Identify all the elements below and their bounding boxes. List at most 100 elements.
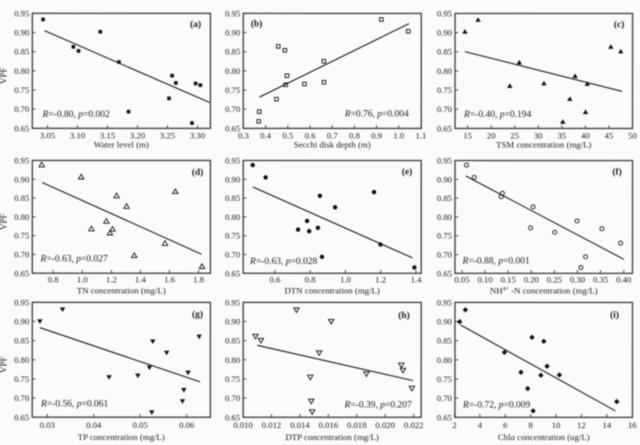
svg-text:Chla concentration (ug/L): Chla concentration (ug/L)	[498, 432, 590, 442]
svg-text:0.80: 0.80	[225, 212, 241, 222]
svg-text:0.95: 0.95	[225, 297, 240, 307]
svg-text:3.30: 3.30	[190, 130, 206, 140]
svg-text:0.016: 0.016	[319, 420, 339, 430]
svg-text:0.65: 0.65	[14, 268, 29, 278]
svg-text:8: 8	[528, 420, 533, 430]
svg-text:0.014: 0.014	[290, 420, 310, 430]
svg-text:R=-0.56, p=0.061: R=-0.56, p=0.061	[40, 399, 108, 409]
svg-text:0.65: 0.65	[14, 412, 29, 422]
svg-text:12: 12	[577, 420, 586, 430]
svg-text:0.40: 0.40	[616, 275, 632, 285]
svg-text:0.80: 0.80	[437, 212, 453, 222]
svg-text:2: 2	[452, 420, 456, 430]
svg-text:3.10: 3.10	[70, 130, 86, 140]
svg-text:0.95: 0.95	[437, 156, 452, 166]
svg-text:R=-0.72, p=0.009: R=-0.72, p=0.009	[462, 401, 530, 411]
svg-text:0.8: 0.8	[349, 131, 361, 141]
svg-text:0.20: 0.20	[524, 275, 540, 285]
svg-text:0.75: 0.75	[437, 85, 452, 95]
svg-text:0.80: 0.80	[437, 66, 453, 76]
svg-text:0.35: 0.35	[593, 275, 608, 285]
svg-text:40: 40	[581, 131, 590, 141]
svg-text:0.90: 0.90	[437, 28, 453, 38]
svg-text:0.70: 0.70	[225, 393, 241, 403]
svg-text:(i): (i)	[610, 309, 619, 320]
svg-text:0.3: 0.3	[238, 130, 249, 140]
svg-text:0.65: 0.65	[437, 268, 452, 278]
svg-text:0.95: 0.95	[437, 297, 452, 307]
svg-text:0.90: 0.90	[437, 317, 453, 327]
svg-text:0.9: 0.9	[371, 131, 382, 141]
svg-text:3.05: 3.05	[40, 130, 55, 140]
svg-text:0.03: 0.03	[40, 420, 55, 430]
svg-text:R=-0.63, p=0.027: R=-0.63, p=0.027	[39, 254, 107, 264]
svg-text:0.85: 0.85	[14, 47, 29, 57]
svg-text:1.4: 1.4	[135, 275, 147, 285]
svg-text:R=-0.88, p=0.001: R=-0.88, p=0.001	[461, 257, 529, 267]
svg-text:0.8: 0.8	[48, 275, 60, 285]
svg-text:0.75: 0.75	[437, 231, 452, 241]
svg-text:0.5: 0.5	[282, 130, 293, 140]
svg-text:1.6: 1.6	[164, 275, 176, 285]
svg-text:0.90: 0.90	[14, 316, 30, 326]
svg-text:0.75: 0.75	[225, 85, 240, 95]
svg-text:45: 45	[605, 131, 614, 141]
svg-text:0.70: 0.70	[437, 393, 453, 403]
svg-text:(b): (b)	[251, 18, 263, 29]
svg-text:3.25: 3.25	[160, 130, 175, 140]
svg-text:0.65: 0.65	[14, 123, 29, 133]
svg-text:0.75: 0.75	[437, 374, 452, 384]
svg-text:TSM concentration (mg/L): TSM concentration (mg/L)	[496, 140, 591, 150]
svg-text:1.1: 1.1	[415, 131, 426, 141]
svg-text:0.6: 0.6	[269, 275, 281, 285]
svg-text:VPF: VPF	[0, 357, 8, 374]
svg-text:0.90: 0.90	[225, 316, 241, 326]
svg-text:0.85: 0.85	[225, 336, 240, 346]
svg-text:0.018: 0.018	[347, 420, 367, 430]
svg-text:0.75: 0.75	[14, 85, 29, 95]
svg-text:4: 4	[478, 420, 483, 430]
svg-text:0.70: 0.70	[14, 104, 30, 114]
svg-text:6: 6	[503, 420, 508, 430]
svg-text:R=-0.40, p=0.194: R=-0.40, p=0.194	[463, 110, 531, 120]
svg-text:Water level (m): Water level (m)	[94, 140, 149, 150]
svg-text:0.65: 0.65	[225, 268, 240, 278]
svg-text:0.8: 0.8	[305, 275, 317, 285]
svg-text:0.85: 0.85	[437, 47, 452, 57]
svg-text:0.15: 0.15	[501, 275, 516, 285]
svg-text:25: 25	[510, 131, 519, 141]
svg-text:1.0: 1.0	[393, 131, 405, 141]
svg-text:(d): (d)	[192, 167, 204, 178]
svg-text:0.85: 0.85	[14, 193, 29, 203]
svg-text:DTP concentration (mg/L): DTP concentration (mg/L)	[285, 432, 379, 442]
svg-text:0.70: 0.70	[225, 104, 241, 114]
svg-text:R=-0.63, p=0.028: R=-0.63, p=0.028	[249, 257, 317, 267]
svg-text:0.90: 0.90	[14, 174, 30, 184]
svg-text:0.80: 0.80	[225, 66, 241, 76]
svg-text:0.85: 0.85	[14, 336, 29, 346]
svg-text:1.2: 1.2	[375, 275, 386, 285]
svg-text:0.75: 0.75	[225, 374, 240, 384]
svg-text:0.70: 0.70	[437, 250, 453, 260]
svg-text:0.70: 0.70	[14, 393, 30, 403]
svg-text:0.95: 0.95	[14, 155, 29, 165]
svg-text:0.75: 0.75	[14, 231, 29, 241]
svg-text:0.75: 0.75	[225, 231, 240, 241]
svg-text:VPF: VPF	[0, 68, 9, 85]
svg-text:3.15: 3.15	[100, 130, 115, 140]
svg-text:0.90: 0.90	[14, 28, 30, 38]
svg-text:0.80: 0.80	[225, 355, 241, 365]
svg-text:14: 14	[603, 420, 612, 430]
svg-text:(f): (f)	[612, 166, 622, 177]
svg-text:15: 15	[463, 131, 472, 141]
svg-text:0.06: 0.06	[179, 420, 195, 430]
svg-text:0.85: 0.85	[225, 47, 240, 57]
svg-text:50: 50	[628, 131, 637, 141]
svg-text:16: 16	[628, 420, 637, 430]
svg-text:0.65: 0.65	[225, 412, 240, 422]
svg-text:0.65: 0.65	[437, 123, 452, 133]
svg-text:0.80: 0.80	[14, 212, 30, 222]
svg-text:0.95: 0.95	[437, 8, 452, 18]
svg-text:R=-0.39, p=0.207: R=-0.39, p=0.207	[343, 401, 411, 411]
svg-text:VPF: VPF	[0, 214, 9, 231]
